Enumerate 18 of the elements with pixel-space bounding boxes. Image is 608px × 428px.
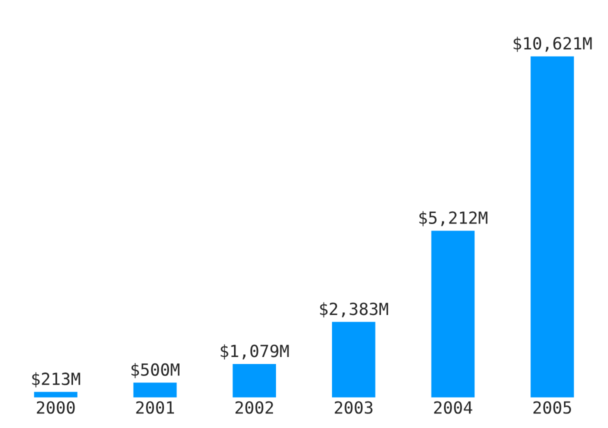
data-label: $2,383M [320, 302, 388, 318]
data-label: $10,621M [514, 36, 592, 52]
data-label: $1,079M [220, 344, 289, 360]
data-label: $500M [132, 363, 180, 378]
x-tick-label: 2003 [334, 401, 372, 414]
x-tick-label: 2001 [136, 401, 174, 414]
bar [231, 362, 278, 398]
data-label: $5,212M [419, 211, 488, 226]
bar [529, 54, 576, 398]
x-tick-label: 2004 [434, 401, 472, 414]
data-label: $213M [32, 372, 80, 388]
bar [32, 390, 79, 398]
bar [132, 381, 178, 398]
x-tick-label: 2005 [533, 401, 571, 414]
bar [330, 320, 377, 398]
x-tick-label: 2000 [36, 401, 75, 414]
bar [430, 229, 476, 398]
x-tick-label: 2002 [236, 401, 273, 414]
